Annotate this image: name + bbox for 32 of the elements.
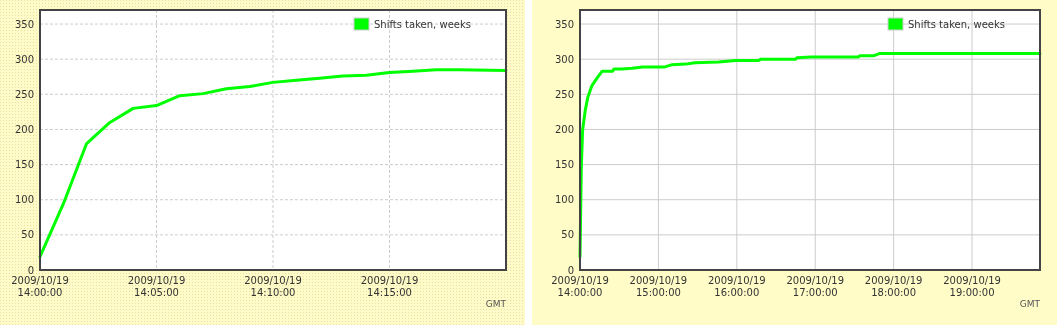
text: GMT bbox=[1019, 299, 1041, 309]
y-tick-label: 200 bbox=[14, 123, 34, 135]
y-tick-label: 50 bbox=[21, 229, 34, 241]
x-tick-label: 2009/10/19 14:15:00 bbox=[360, 275, 419, 298]
x-tick-label: 2009/10/19 19:00:00 bbox=[943, 275, 1001, 298]
x-tick-label: 2009/10/19 14:00:00 bbox=[551, 275, 609, 298]
y-tick-label: 150 bbox=[554, 159, 574, 171]
y-tick-label: 350 bbox=[554, 18, 574, 30]
x-tick-label: 2009/10/19 14:05:00 bbox=[127, 275, 186, 298]
y-tick-label: 0 bbox=[567, 264, 574, 276]
y-tick-label: 100 bbox=[554, 194, 574, 206]
text: GMT bbox=[485, 299, 507, 309]
x-tick-label: 2009/10/19 14:00:00 bbox=[11, 275, 69, 298]
y-tick-label: 100 bbox=[14, 194, 34, 206]
y-tick-label: 200 bbox=[554, 123, 574, 135]
y-tick-label: 350 bbox=[14, 18, 34, 30]
legend-label: Shifts taken, weeks bbox=[908, 18, 1005, 30]
y-tick-label: 150 bbox=[14, 159, 34, 171]
y-tick-label: 300 bbox=[554, 53, 574, 65]
x-tick-label: 2009/10/19 15:00:00 bbox=[629, 275, 688, 298]
legend-label: Shifts taken, weeks bbox=[374, 18, 471, 30]
line-series bbox=[578, 52, 1042, 259]
x-tick-label: 2009/10/19 14:10:00 bbox=[244, 275, 302, 298]
y-tick-label: 50 bbox=[561, 229, 574, 241]
y-tick-label: 0 bbox=[27, 264, 34, 276]
y-tick-label: 250 bbox=[554, 88, 574, 100]
y-tick-label: 250 bbox=[14, 88, 34, 100]
x-tick-label: 2009/10/19 17:00:00 bbox=[786, 275, 845, 298]
y-tick-label: 300 bbox=[14, 53, 34, 65]
x-tick-label: 2009/10/19 16:00:00 bbox=[708, 275, 766, 298]
x-tick-label: 2009/10/19 18:00:00 bbox=[864, 275, 923, 298]
line-series bbox=[38, 68, 508, 259]
